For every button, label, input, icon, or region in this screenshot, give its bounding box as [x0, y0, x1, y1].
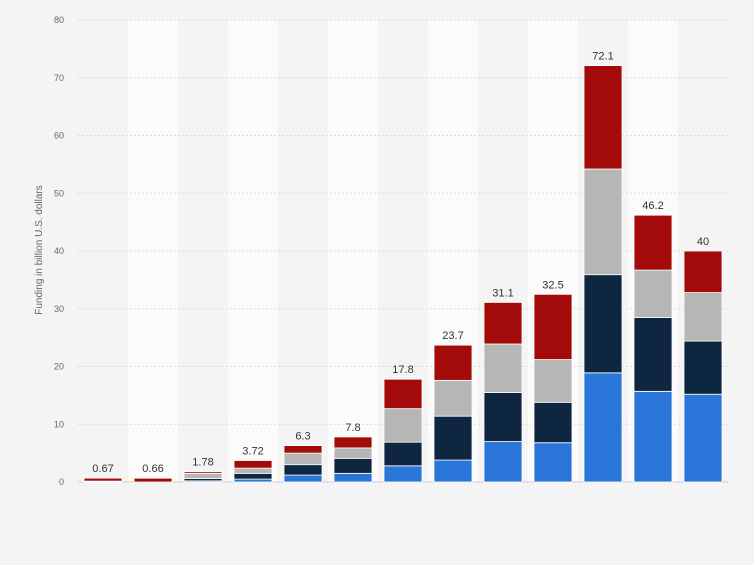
- y-tick-label: 0: [59, 477, 64, 487]
- y-tick-label: 70: [54, 73, 64, 83]
- bar-segment: [284, 465, 322, 475]
- bar-segment: [234, 468, 272, 473]
- bar-segment: [534, 402, 572, 442]
- bar-segment: [284, 453, 322, 465]
- bar-segment: [684, 293, 722, 342]
- bar-segment: [184, 472, 222, 474]
- bar-segment: [634, 270, 672, 317]
- bar-segment: [684, 341, 722, 394]
- bar-segment: [434, 345, 472, 380]
- bar-segment: [384, 409, 422, 442]
- bar-segment: [234, 473, 272, 479]
- bar-segment: [484, 302, 522, 344]
- total-label: 3.72: [242, 446, 263, 458]
- y-tick-label: 80: [54, 15, 64, 25]
- bar-segment: [534, 360, 572, 403]
- total-label: 0.67: [92, 463, 113, 475]
- bar-segment: [434, 416, 472, 460]
- bar-segment: [484, 392, 522, 441]
- bar-segment: [584, 373, 622, 482]
- bar-segment: [634, 391, 672, 482]
- bar-segment: [334, 448, 372, 458]
- bar-segment: [684, 394, 722, 482]
- y-axis-ticks: 0 10 20 30 40 50 60 70 80: [54, 15, 64, 487]
- bar-segment: [534, 294, 572, 359]
- total-label: 1.78: [192, 457, 213, 469]
- total-label: 23.7: [442, 330, 463, 342]
- bar-segment: [584, 275, 622, 373]
- y-tick-label: 50: [54, 188, 64, 198]
- bar-segment: [384, 442, 422, 466]
- bar-segment: [434, 460, 472, 482]
- bar-segment: [284, 446, 322, 454]
- bar-segment: [384, 379, 422, 408]
- bar-segment: [584, 169, 622, 275]
- total-label: 7.8: [345, 422, 360, 434]
- bar-segment: [234, 461, 272, 469]
- total-label: 72.1: [592, 51, 613, 63]
- y-axis-label: Funding in billion U.S. dollars: [34, 185, 45, 315]
- y-tick-label: 20: [54, 362, 64, 372]
- bar-segment: [484, 344, 522, 393]
- bar-segment: [334, 473, 372, 482]
- y-tick-label: 10: [54, 419, 64, 429]
- bar-segment: [534, 443, 572, 482]
- bar-segment: [334, 458, 372, 473]
- bar-segment: [84, 478, 122, 481]
- y-tick-label: 60: [54, 131, 64, 141]
- bar-segment: [434, 380, 472, 416]
- bar-segment: [584, 66, 622, 169]
- total-label: 6.3: [295, 431, 310, 443]
- total-label: 40: [697, 236, 709, 248]
- y-tick-label: 40: [54, 246, 64, 256]
- bar-segment: [634, 215, 672, 270]
- bar-segment: [234, 479, 272, 482]
- y-tick-label: 30: [54, 304, 64, 314]
- total-label: 0.66: [142, 463, 163, 475]
- bar-segment: [284, 475, 322, 482]
- bar-segment: [684, 251, 722, 293]
- bar-segment: [384, 466, 422, 482]
- bar-segment: [634, 317, 672, 391]
- bar-segment: [484, 442, 522, 482]
- total-label: 32.5: [542, 279, 563, 291]
- total-label: 17.8: [392, 364, 413, 376]
- total-label: 46.2: [642, 200, 663, 212]
- bar-segment: [184, 473, 222, 478]
- bar-segment: [134, 478, 172, 482]
- total-label: 31.1: [492, 287, 513, 299]
- bar-segment: [334, 437, 372, 448]
